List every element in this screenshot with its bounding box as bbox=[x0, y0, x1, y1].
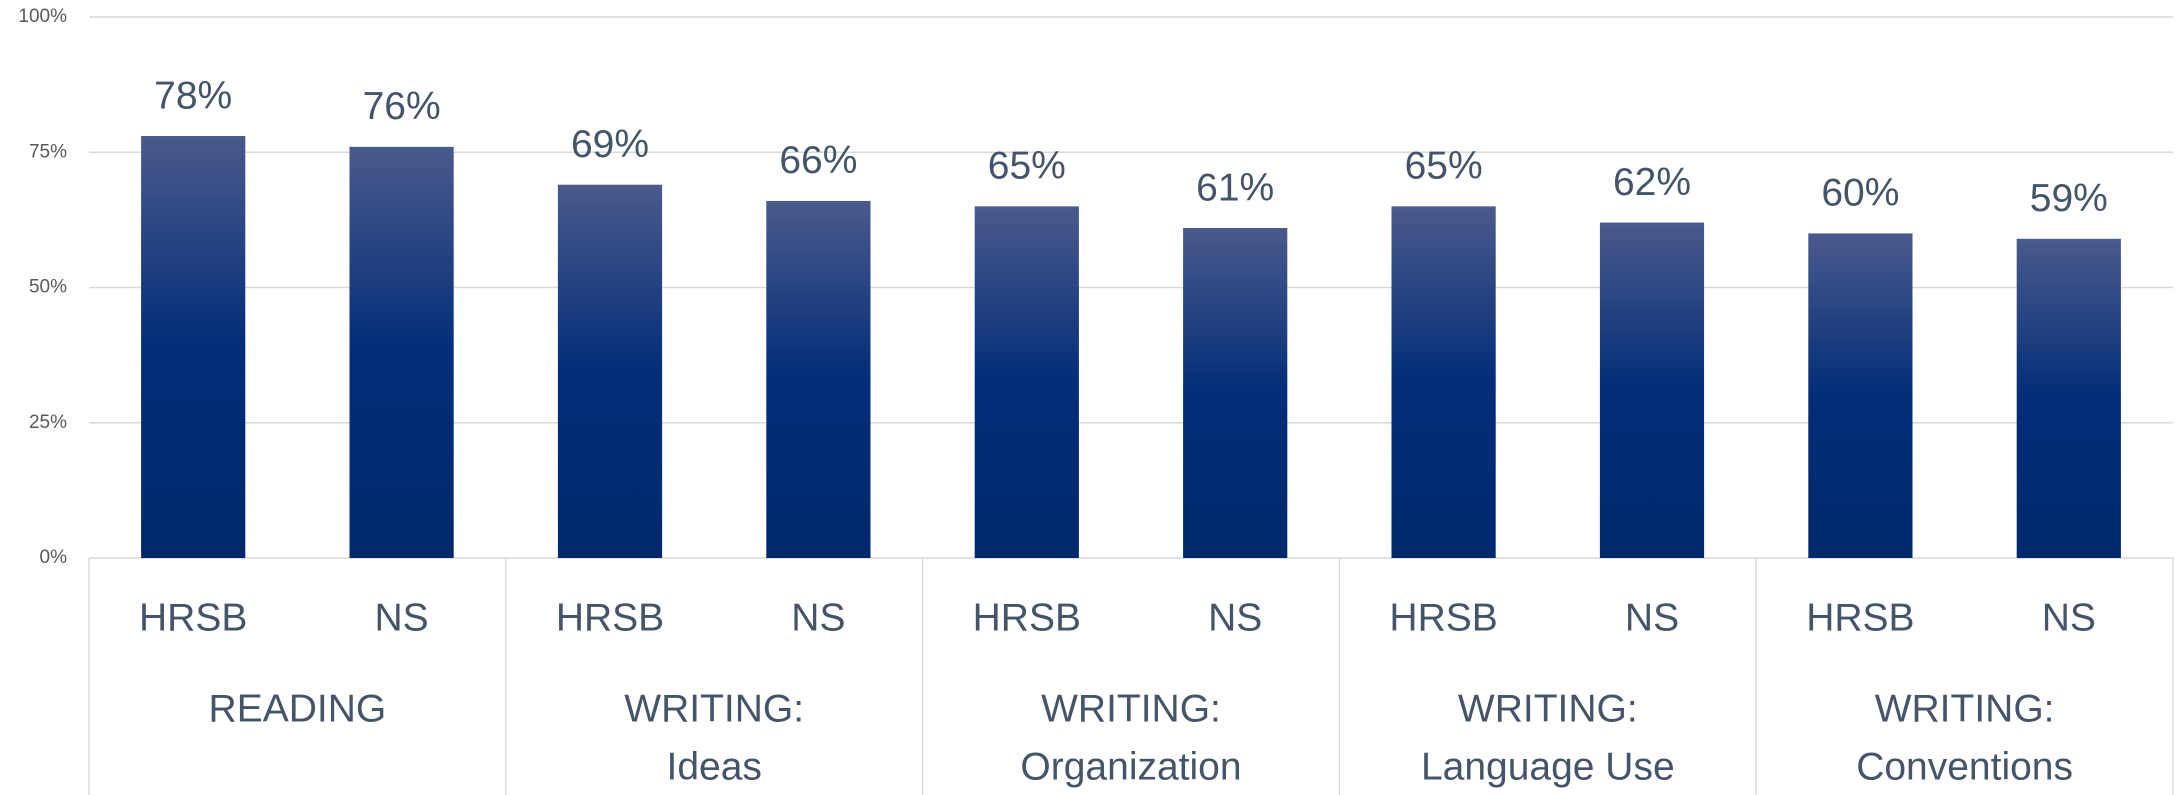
data-label: 76% bbox=[363, 85, 441, 128]
x-tick-label: HRSB bbox=[556, 596, 664, 639]
bar bbox=[557, 184, 663, 558]
x-tick-label: HRSB bbox=[139, 596, 247, 639]
bar bbox=[1808, 233, 1913, 558]
y-tick-label: 75% bbox=[29, 141, 67, 162]
data-label: 60% bbox=[1821, 172, 1899, 215]
group-label: WRITING: bbox=[1875, 687, 2055, 730]
group-label: WRITING: bbox=[624, 687, 804, 730]
x-tick-label: NS bbox=[375, 596, 429, 639]
bar bbox=[974, 206, 1079, 558]
data-label: 61% bbox=[1196, 166, 1274, 209]
x-tick-label: HRSB bbox=[973, 596, 1081, 639]
bar bbox=[349, 146, 454, 558]
y-tick-label: 50% bbox=[29, 277, 67, 298]
data-label: 78% bbox=[154, 74, 232, 117]
bar bbox=[1183, 227, 1288, 559]
group-label: READING bbox=[209, 687, 387, 730]
data-label: 69% bbox=[571, 123, 649, 166]
bar bbox=[2016, 238, 2121, 558]
group-label: Organization bbox=[1020, 745, 1241, 788]
x-tick-label: NS bbox=[2042, 596, 2096, 639]
group-label: WRITING: bbox=[1458, 687, 1638, 730]
data-label: 65% bbox=[1405, 145, 1483, 188]
x-tick-label: NS bbox=[1208, 596, 1262, 639]
data-label: 66% bbox=[779, 139, 857, 182]
data-label: 65% bbox=[988, 145, 1066, 188]
bar bbox=[1391, 206, 1496, 558]
x-tick-label: HRSB bbox=[1389, 596, 1497, 639]
x-tick-label: HRSB bbox=[1806, 596, 1914, 639]
x-tick-label: NS bbox=[791, 596, 845, 639]
bar bbox=[766, 200, 871, 558]
group-label: Ideas bbox=[666, 745, 761, 788]
data-label: 62% bbox=[1613, 161, 1691, 204]
y-tick-label: 0% bbox=[40, 547, 68, 568]
group-label: WRITING: bbox=[1041, 687, 1221, 730]
group-label: Language Use bbox=[1421, 745, 1675, 788]
bar bbox=[141, 136, 246, 558]
group-label: Conventions bbox=[1856, 745, 2073, 788]
y-tick-label: 25% bbox=[29, 412, 67, 433]
x-tick-label: NS bbox=[1625, 596, 1679, 639]
y-tick-label: 100% bbox=[18, 6, 67, 27]
data-label: 59% bbox=[2030, 177, 2108, 220]
bar bbox=[1599, 222, 1705, 558]
